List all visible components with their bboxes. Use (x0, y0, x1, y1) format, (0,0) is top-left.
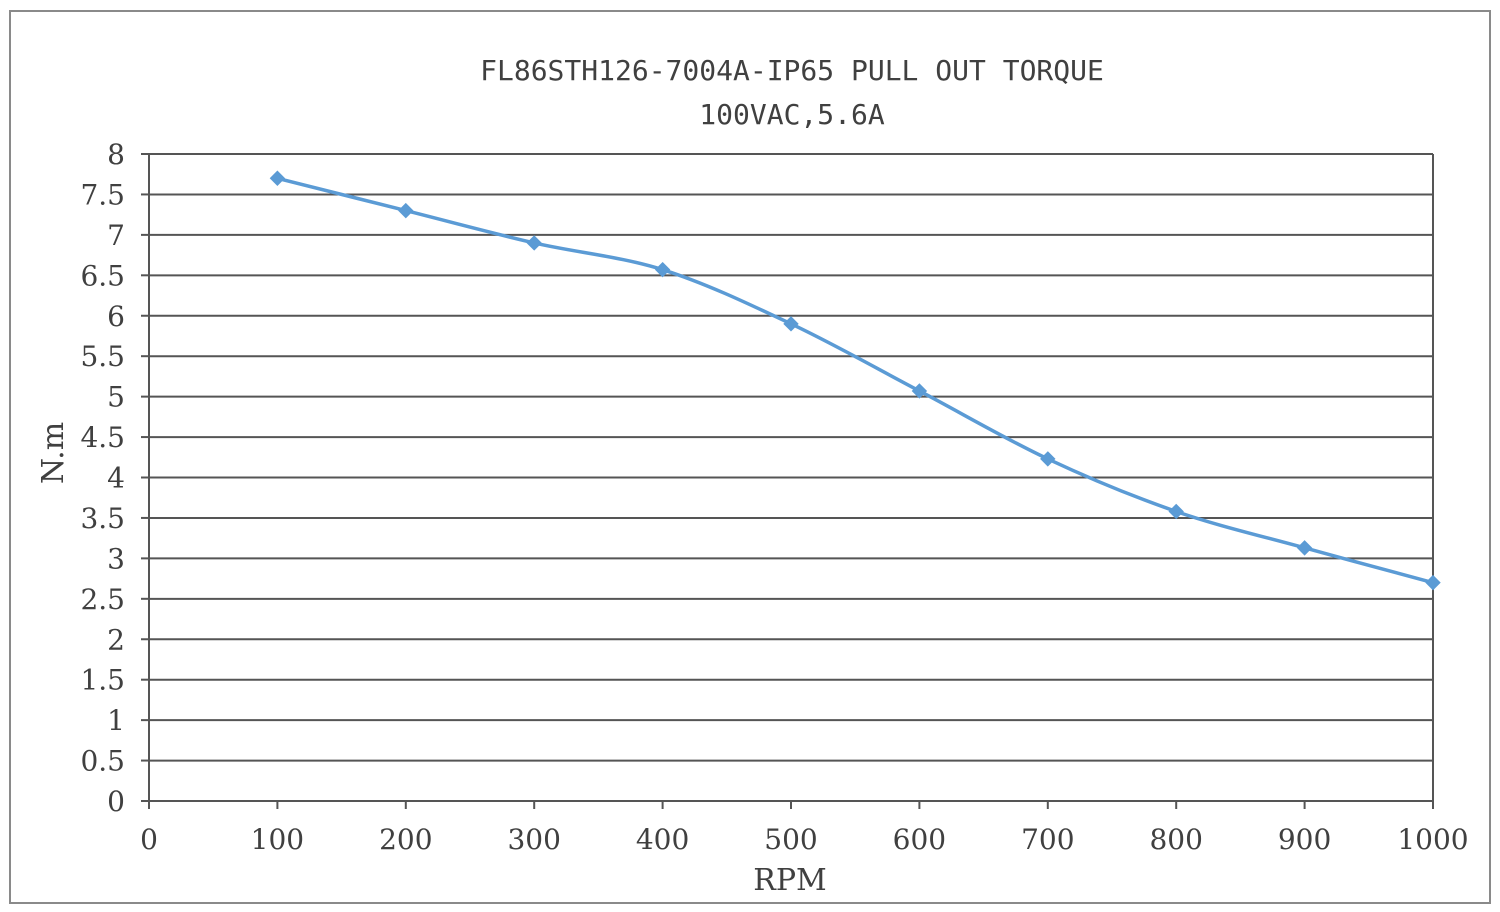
y-tick-label: 7.5 (80, 178, 125, 211)
x-tick-label: 200 (379, 823, 432, 856)
data-point-marker (398, 202, 414, 219)
x-tick-label: 800 (1149, 823, 1202, 856)
grid-lines (149, 153, 1433, 802)
x-tick-label: 400 (636, 823, 689, 856)
data-point-marker (269, 170, 286, 186)
series-line (276, 176, 1434, 585)
x-tick-label: 700 (1021, 823, 1074, 856)
torque-series (269, 170, 1441, 591)
axes (141, 153, 1434, 809)
x-tick-label: 1000 (1397, 823, 1468, 856)
data-point-marker (1296, 540, 1313, 556)
torque-chart: FL86STH126-7004A-IP65 PULL OUT TORQUE 10… (36, 54, 1469, 898)
chart-title: FL86STH126-7004A-IP65 PULL OUT TORQUE (480, 54, 1104, 87)
x-axis-label: RPM (753, 863, 827, 898)
data-point-marker (526, 235, 542, 251)
y-tick-label: 1.5 (80, 664, 125, 697)
chart-frame: FL86STH126-7004A-IP65 PULL OUT TORQUE 10… (9, 10, 1491, 904)
x-tick-label: 900 (1278, 823, 1331, 856)
y-tick-label: 0 (107, 785, 125, 818)
y-tick-label: 5 (107, 381, 125, 414)
data-point-marker (911, 383, 928, 399)
y-tick-label: 8 (107, 138, 125, 171)
x-tick-label: 300 (507, 823, 560, 856)
data-point-marker (1168, 503, 1184, 520)
y-tick-label: 5.5 (80, 340, 125, 373)
y-tick-label: 1 (107, 704, 125, 737)
y-tick-label: 4.5 (80, 421, 125, 454)
y-tick-labels: 0 0.5 1 1.5 2 2.5 3 3.5 4 4.5 5 5.5 6 6.5 7 7.5 8 (80, 138, 125, 818)
y-tick-label: 7 (107, 219, 125, 252)
chart-subtitle: 100VAC,5.6A (699, 98, 885, 131)
data-point-marker (654, 261, 671, 278)
y-tick-label: 6.5 (80, 259, 125, 292)
x-tick-label: 500 (764, 823, 817, 856)
x-tick-label: 100 (251, 823, 304, 856)
data-point-marker (1425, 574, 1441, 591)
data-point-marker (1040, 451, 1056, 467)
y-axis-label: N.m (36, 422, 71, 484)
y-tick-label: 0.5 (80, 745, 125, 778)
y-tick-label: 4 (107, 462, 125, 495)
x-tick-label: 600 (893, 823, 946, 856)
y-tick-label: 3 (107, 542, 125, 575)
y-tick-label: 2 (107, 623, 125, 656)
x-tick-label: 0 (140, 823, 158, 856)
data-point-marker (783, 316, 799, 332)
y-tick-label: 2.5 (80, 583, 125, 616)
y-tick-label: 3.5 (80, 502, 125, 535)
y-tick-label: 6 (107, 300, 125, 333)
x-tick-labels: 0 100 200 300 400 500 600 700 800 900 1000 (140, 823, 1469, 856)
